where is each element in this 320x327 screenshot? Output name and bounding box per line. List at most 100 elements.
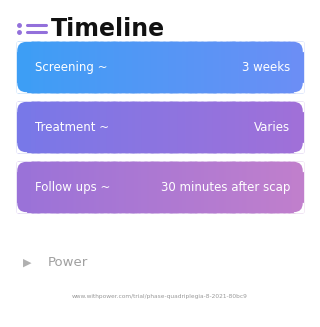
Bar: [266, 102, 267, 152]
Bar: [57, 102, 59, 152]
Bar: [158, 162, 159, 212]
Bar: [176, 102, 178, 152]
Bar: [108, 42, 109, 92]
Bar: [169, 42, 170, 92]
Bar: [283, 162, 284, 212]
Bar: [129, 42, 130, 92]
Bar: [196, 42, 197, 92]
Bar: [139, 162, 140, 212]
Bar: [165, 42, 166, 92]
Bar: [262, 42, 263, 92]
Bar: [35, 102, 36, 152]
Bar: [138, 42, 139, 92]
Bar: [26, 42, 27, 92]
Bar: [238, 102, 239, 152]
Bar: [208, 42, 209, 92]
Bar: [92, 102, 94, 152]
Bar: [166, 102, 167, 152]
Bar: [52, 102, 53, 152]
Bar: [198, 102, 199, 152]
Bar: [73, 162, 75, 212]
Bar: [83, 102, 84, 152]
Bar: [160, 162, 161, 212]
Bar: [113, 102, 115, 152]
Bar: [98, 42, 100, 92]
Bar: [31, 42, 33, 92]
Bar: [143, 42, 144, 92]
Bar: [93, 102, 94, 152]
Bar: [200, 42, 201, 92]
Bar: [130, 42, 131, 92]
Bar: [214, 42, 216, 92]
Bar: [201, 42, 202, 92]
Bar: [146, 162, 147, 212]
Bar: [195, 42, 196, 92]
Bar: [242, 162, 243, 212]
Bar: [136, 42, 138, 92]
Bar: [70, 162, 72, 212]
Bar: [185, 102, 186, 152]
Bar: [170, 42, 171, 92]
Bar: [186, 102, 187, 152]
Bar: [280, 42, 281, 92]
Bar: [92, 102, 93, 152]
Bar: [49, 102, 50, 152]
Bar: [265, 162, 266, 212]
Bar: [79, 162, 80, 212]
Bar: [133, 42, 134, 92]
Bar: [146, 42, 148, 92]
Bar: [210, 162, 211, 212]
Bar: [253, 162, 254, 212]
Bar: [135, 102, 137, 152]
Bar: [88, 162, 89, 212]
Bar: [27, 42, 28, 92]
Bar: [32, 42, 33, 92]
Bar: [180, 42, 181, 92]
Bar: [90, 42, 91, 92]
Bar: [258, 162, 260, 212]
Bar: [30, 162, 31, 212]
Bar: [289, 42, 291, 92]
Bar: [82, 42, 83, 92]
Bar: [132, 162, 133, 212]
Bar: [165, 102, 166, 152]
Bar: [45, 162, 46, 212]
Bar: [212, 42, 214, 92]
Bar: [260, 102, 261, 152]
Bar: [66, 42, 67, 92]
Bar: [238, 162, 239, 212]
Bar: [241, 42, 242, 92]
Bar: [222, 102, 223, 152]
Bar: [201, 42, 202, 92]
Bar: [129, 162, 130, 212]
Bar: [176, 42, 178, 92]
Bar: [137, 42, 138, 92]
Bar: [81, 42, 82, 92]
Bar: [246, 102, 247, 152]
Bar: [169, 42, 170, 92]
Bar: [227, 42, 228, 92]
Bar: [119, 162, 121, 212]
Bar: [272, 102, 273, 152]
Bar: [190, 42, 192, 92]
Bar: [51, 42, 52, 92]
Bar: [179, 102, 180, 152]
Bar: [155, 102, 156, 152]
Bar: [52, 42, 54, 92]
Bar: [229, 102, 230, 152]
Bar: [220, 42, 221, 92]
Bar: [300, 102, 301, 152]
Bar: [109, 162, 111, 212]
Bar: [112, 162, 113, 212]
Bar: [176, 42, 177, 92]
Bar: [270, 102, 272, 152]
Bar: [226, 102, 227, 152]
Bar: [273, 102, 274, 152]
Bar: [216, 102, 217, 152]
Bar: [274, 42, 275, 92]
Bar: [87, 162, 88, 212]
Bar: [44, 102, 45, 152]
Bar: [105, 102, 106, 152]
Bar: [241, 102, 242, 152]
Bar: [116, 162, 117, 212]
